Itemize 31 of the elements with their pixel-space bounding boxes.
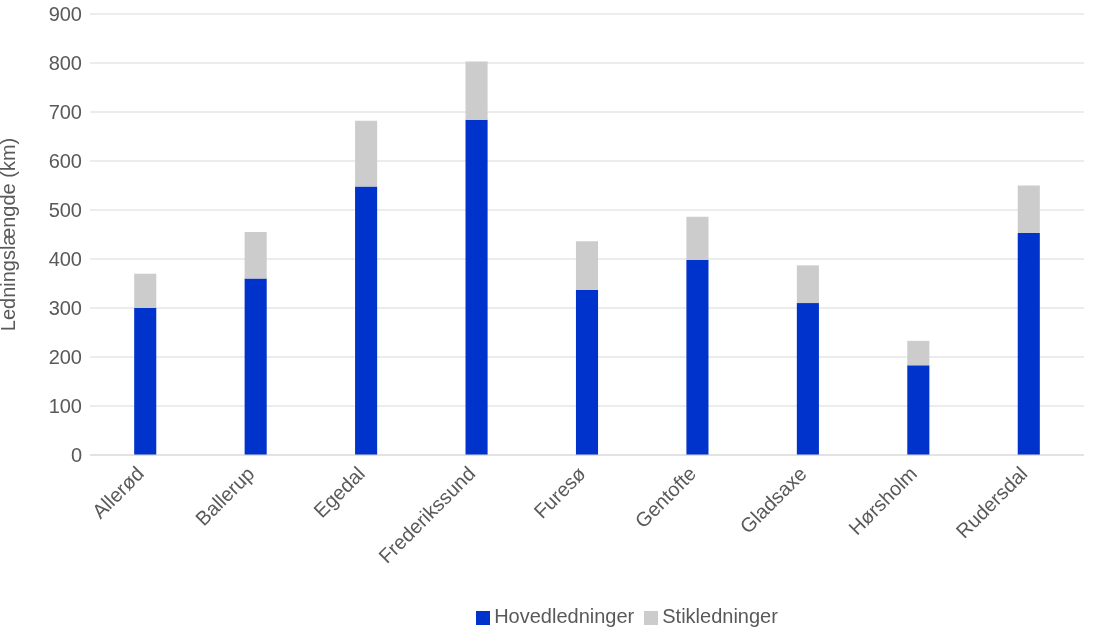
bar xyxy=(134,308,157,455)
y-tick-label: 200 xyxy=(48,346,82,369)
bar xyxy=(1017,233,1040,455)
bar xyxy=(244,232,267,279)
y-tick-label: 0 xyxy=(70,444,82,467)
bar xyxy=(465,61,488,120)
y-tick-label: 600 xyxy=(48,150,82,173)
bar xyxy=(907,365,930,455)
y-tick-label: 500 xyxy=(48,199,82,222)
legend-label: Stikledninger xyxy=(662,605,778,627)
bar xyxy=(575,289,599,455)
bar xyxy=(575,241,599,290)
y-tick-label: 300 xyxy=(48,297,82,320)
bar xyxy=(244,278,267,455)
bar xyxy=(134,273,157,308)
y-axis-title: Ledningslængde (km) xyxy=(0,137,20,332)
y-tick-label: 400 xyxy=(48,248,82,271)
y-tick-label: 900 xyxy=(48,3,82,26)
bar xyxy=(686,259,709,455)
bar xyxy=(796,303,819,455)
bar xyxy=(355,186,378,455)
legend-label: Hovedledninger xyxy=(494,605,635,627)
y-tick-label: 800 xyxy=(48,52,82,75)
y-tick-label: 100 xyxy=(48,395,82,418)
bar xyxy=(796,265,819,304)
bar xyxy=(465,119,488,455)
bar xyxy=(907,340,930,366)
y-tick-label: 700 xyxy=(48,101,82,124)
bar xyxy=(1017,185,1040,234)
bar xyxy=(355,120,378,187)
bar xyxy=(686,216,709,260)
